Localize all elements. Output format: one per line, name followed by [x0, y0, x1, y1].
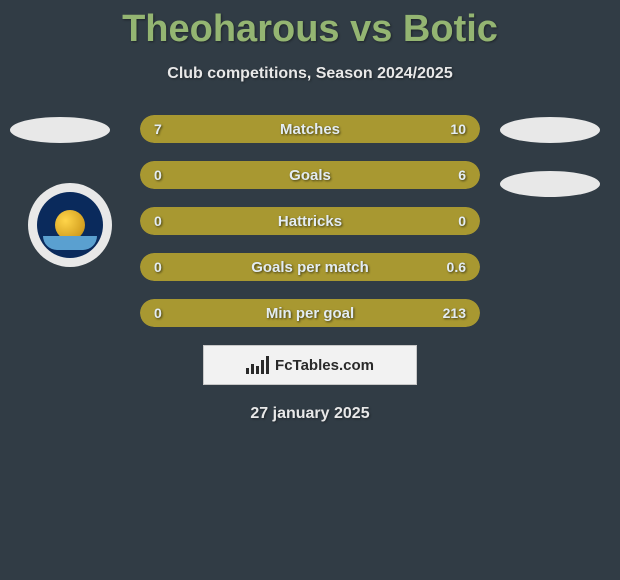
stat-value-right: 10 — [450, 115, 466, 143]
stat-label: Goals per match — [140, 253, 480, 281]
brand-chart-icon — [246, 356, 269, 374]
player-left-placeholder — [10, 117, 110, 143]
stat-row: Matches7 10 — [140, 115, 480, 143]
stat-value-right: 0.6 — [447, 253, 466, 281]
page-title: Theoharous vs Botic — [0, 0, 620, 51]
stat-value-left: 0 — [154, 161, 162, 189]
stat-label: Matches — [140, 115, 480, 143]
page-subtitle: Club competitions, Season 2024/2025 — [0, 65, 620, 83]
stat-row: Goals per match0 0.6 — [140, 253, 480, 281]
stat-label: Min per goal — [140, 299, 480, 327]
player-right-placeholder — [500, 117, 600, 143]
comparison-panel: Matches710Goals06Hattricks00Goals per ma… — [0, 115, 620, 423]
stat-value-right: 213 — [443, 299, 466, 327]
stat-label: Goals — [140, 161, 480, 189]
stat-value-left: 0 — [154, 299, 162, 327]
brand-text: FcTables.com — [275, 357, 374, 374]
stat-value-right: 6 — [458, 161, 466, 189]
stat-value-left: 0 — [154, 207, 162, 235]
date-label: 27 january 2025 — [0, 405, 620, 423]
stat-row: Min per goal0 213 — [140, 299, 480, 327]
stat-value-left: 7 — [154, 115, 162, 143]
stat-row: Goals0 6 — [140, 161, 480, 189]
club-right-placeholder — [500, 171, 600, 197]
stat-row: Hattricks0 0 — [140, 207, 480, 235]
stat-label: Hattricks — [140, 207, 480, 235]
stat-value-right: 0 — [458, 207, 466, 235]
stat-value-left: 0 — [154, 253, 162, 281]
brand-link[interactable]: FcTables.com — [203, 345, 417, 385]
stat-bars: Matches710Goals06Hattricks00Goals per ma… — [140, 115, 480, 327]
club-left-logo — [28, 183, 112, 267]
mariners-badge — [37, 192, 103, 258]
